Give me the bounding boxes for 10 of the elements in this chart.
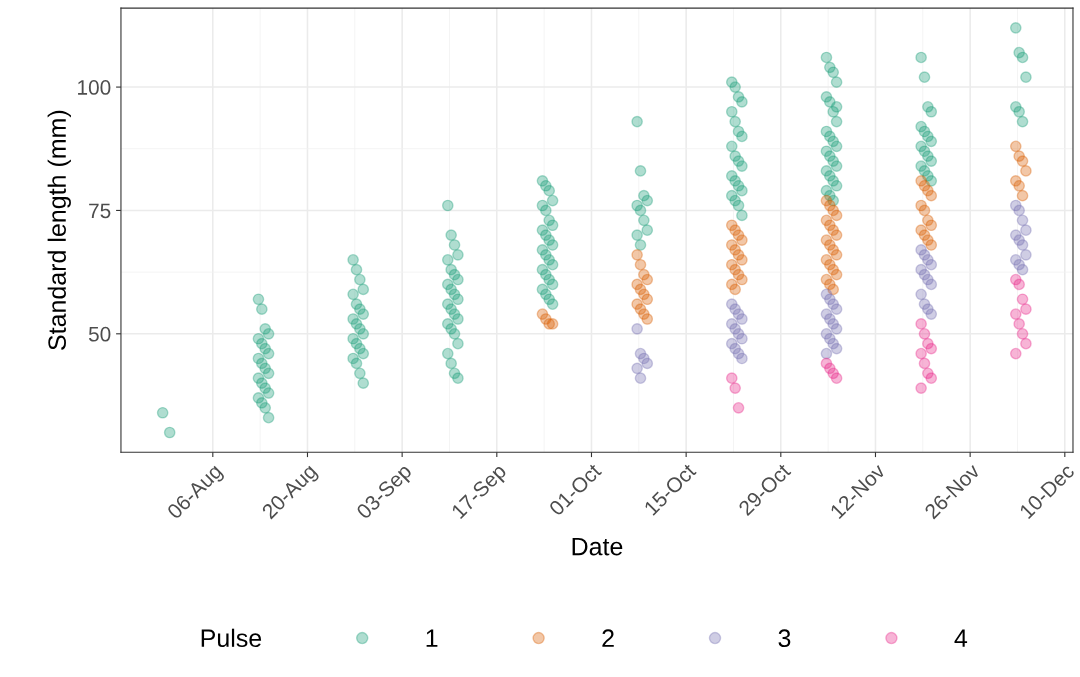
legend-title: Pulse [201,628,262,648]
y-axis-title: Standard length (mm) [47,110,71,350]
y-tick-label: 100 [78,80,111,95]
legend-label: 3 [778,629,791,648]
y-tick-label: 75 [89,203,111,219]
y-tick-label: 50 [88,326,111,342]
legend-label: 2 [602,629,614,647]
x-axis-title: Date [572,538,623,556]
legend-label: 4 [954,629,968,647]
legend-label: 1 [426,629,438,647]
